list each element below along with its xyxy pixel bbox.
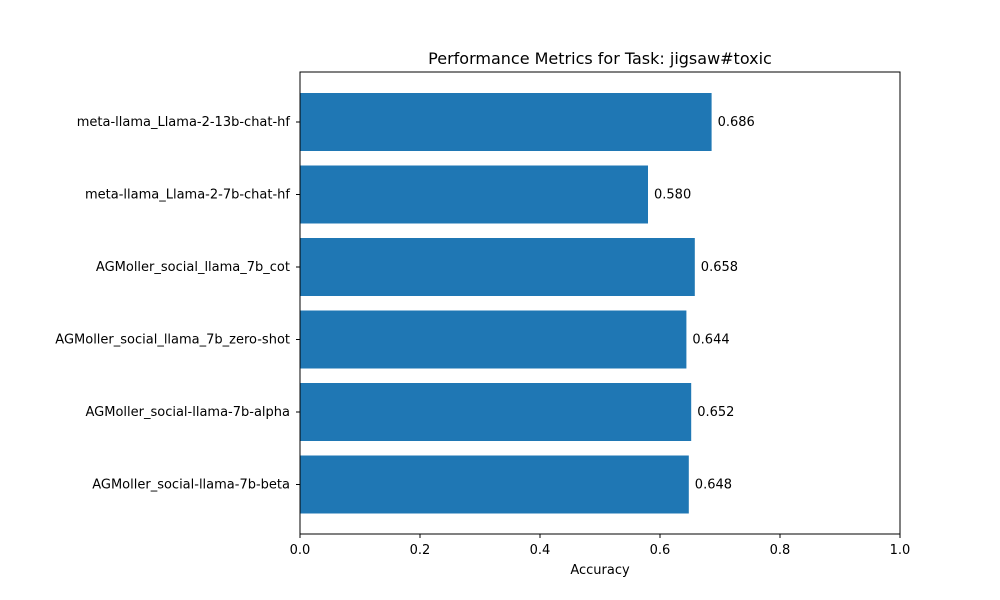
bar-value-label: 0.644: [692, 333, 729, 348]
bar: [300, 238, 695, 296]
y-tick-label: AGMoller_social-llama-7b-beta: [92, 478, 290, 493]
x-tick-label: 0.4: [530, 543, 551, 558]
bar-value-label: 0.648: [695, 478, 732, 493]
chart-title: Performance Metrics for Task: jigsaw#tox…: [428, 49, 772, 68]
y-tick-label: AGMoller_social-llama-7b-alpha: [86, 405, 291, 420]
bar-value-label: 0.652: [697, 405, 734, 420]
bar: [300, 310, 687, 369]
plot-frame: [299, 71, 901, 535]
bar: [300, 93, 712, 151]
bar-value-label: 0.580: [654, 188, 691, 203]
y-tick-label: AGMoller_social_llama_7b_zero-shot: [55, 333, 290, 348]
y-tick-label: AGMoller_social_llama_7b_cot: [96, 260, 290, 275]
x-tick-label: 0.0: [290, 543, 311, 558]
x-tick-label: 1.0: [890, 543, 911, 558]
x-axis-ticks: 0.0 0.2 0.4 0.6 0.8 1.0: [290, 534, 911, 558]
x-tick-label: 0.6: [650, 543, 671, 558]
bar: [300, 455, 689, 514]
bar: [300, 165, 648, 224]
x-axis-label: Accuracy: [570, 563, 630, 578]
bars-layer: 0.686 0.580 0.658 0.644 0.652 0.648: [300, 93, 755, 514]
bar-value-label: 0.686: [718, 115, 755, 130]
y-axis-ticks: meta-llama_Llama-2-13b-chat-hf meta-llama…: [55, 115, 300, 493]
y-tick-label: meta-llama_Llama-2-7b-chat-hf: [85, 188, 290, 203]
bar: [300, 383, 692, 441]
x-tick-label: 0.8: [770, 543, 791, 558]
bar-value-label: 0.658: [701, 260, 738, 275]
y-tick-label: meta-llama_Llama-2-13b-chat-hf: [77, 115, 291, 130]
x-tick-label: 0.2: [410, 543, 431, 558]
